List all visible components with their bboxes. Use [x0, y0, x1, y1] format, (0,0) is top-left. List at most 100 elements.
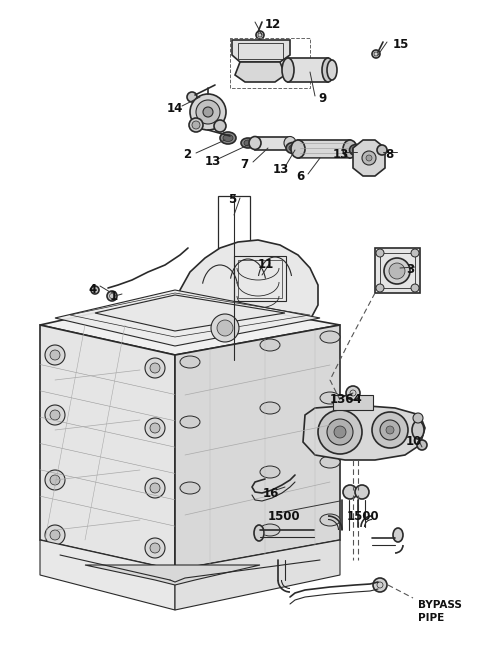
Ellipse shape	[244, 140, 252, 146]
Circle shape	[190, 94, 226, 130]
Circle shape	[318, 410, 362, 454]
Ellipse shape	[320, 456, 340, 468]
Polygon shape	[200, 330, 315, 358]
Ellipse shape	[286, 143, 300, 154]
Ellipse shape	[320, 514, 340, 526]
Circle shape	[256, 31, 264, 39]
Circle shape	[362, 151, 376, 165]
Bar	[375, 248, 420, 293]
Ellipse shape	[352, 147, 360, 153]
Ellipse shape	[349, 145, 362, 156]
Circle shape	[50, 475, 60, 485]
Ellipse shape	[260, 402, 280, 414]
Ellipse shape	[254, 525, 264, 541]
Circle shape	[411, 249, 419, 257]
Polygon shape	[353, 140, 385, 176]
Circle shape	[343, 485, 357, 499]
Text: 16: 16	[263, 487, 279, 500]
Circle shape	[50, 530, 60, 540]
Text: 4: 4	[88, 283, 96, 296]
Polygon shape	[232, 40, 290, 62]
Text: 3: 3	[406, 263, 414, 276]
Circle shape	[389, 263, 405, 279]
Ellipse shape	[343, 140, 357, 158]
Bar	[333, 395, 373, 410]
Circle shape	[417, 440, 427, 450]
Polygon shape	[40, 295, 340, 355]
Bar	[255, 137, 290, 150]
Circle shape	[380, 420, 400, 440]
Text: 9: 9	[318, 92, 326, 105]
Text: BYPASS: BYPASS	[418, 600, 462, 610]
Circle shape	[366, 155, 372, 161]
Text: 10: 10	[406, 435, 422, 448]
Circle shape	[214, 120, 226, 132]
Text: PIPE: PIPE	[418, 613, 444, 623]
Circle shape	[376, 284, 384, 292]
Circle shape	[107, 291, 117, 301]
Ellipse shape	[260, 466, 280, 478]
Circle shape	[50, 410, 60, 420]
Text: 13: 13	[273, 163, 289, 176]
Circle shape	[411, 284, 419, 292]
Circle shape	[145, 538, 165, 558]
Text: 15: 15	[393, 38, 409, 51]
Ellipse shape	[241, 339, 255, 349]
Ellipse shape	[223, 135, 233, 141]
Ellipse shape	[220, 132, 236, 144]
Polygon shape	[175, 325, 340, 570]
Ellipse shape	[241, 138, 255, 148]
Ellipse shape	[180, 356, 200, 368]
Ellipse shape	[282, 58, 294, 82]
Polygon shape	[175, 540, 340, 610]
Circle shape	[372, 50, 380, 58]
Text: 1364: 1364	[330, 393, 363, 406]
Bar	[238, 43, 283, 59]
Circle shape	[376, 249, 384, 257]
Ellipse shape	[260, 524, 280, 536]
Ellipse shape	[289, 145, 297, 151]
Ellipse shape	[297, 339, 311, 349]
Ellipse shape	[260, 339, 280, 351]
Circle shape	[355, 485, 369, 499]
Circle shape	[150, 543, 160, 553]
Circle shape	[45, 525, 65, 545]
Ellipse shape	[320, 392, 340, 404]
Ellipse shape	[269, 339, 283, 349]
Circle shape	[373, 578, 387, 592]
Circle shape	[91, 286, 99, 294]
Circle shape	[196, 100, 220, 124]
Circle shape	[45, 470, 65, 490]
Bar	[238, 260, 282, 298]
Circle shape	[327, 419, 353, 445]
Ellipse shape	[180, 482, 200, 494]
Circle shape	[50, 350, 60, 360]
Text: 14: 14	[167, 102, 183, 115]
Ellipse shape	[213, 339, 227, 349]
Text: 6: 6	[296, 170, 304, 183]
Polygon shape	[55, 290, 320, 346]
Text: 1: 1	[110, 290, 118, 303]
Polygon shape	[95, 295, 285, 331]
Circle shape	[217, 320, 233, 336]
Bar	[218, 196, 250, 251]
Circle shape	[189, 118, 203, 132]
Polygon shape	[235, 62, 285, 82]
Circle shape	[334, 426, 346, 438]
Ellipse shape	[320, 331, 340, 343]
Ellipse shape	[284, 137, 296, 150]
Text: 1500: 1500	[268, 510, 300, 523]
Text: 2: 2	[183, 148, 191, 161]
Circle shape	[45, 345, 65, 365]
Text: 11: 11	[258, 258, 274, 271]
Text: 1500: 1500	[347, 510, 380, 523]
Bar	[298, 140, 350, 158]
Ellipse shape	[412, 421, 424, 439]
Circle shape	[145, 358, 165, 378]
Circle shape	[150, 363, 160, 373]
Text: 13: 13	[205, 155, 221, 168]
Circle shape	[145, 418, 165, 438]
Polygon shape	[303, 405, 425, 460]
Text: 8: 8	[385, 148, 393, 161]
Text: 12: 12	[265, 18, 281, 31]
